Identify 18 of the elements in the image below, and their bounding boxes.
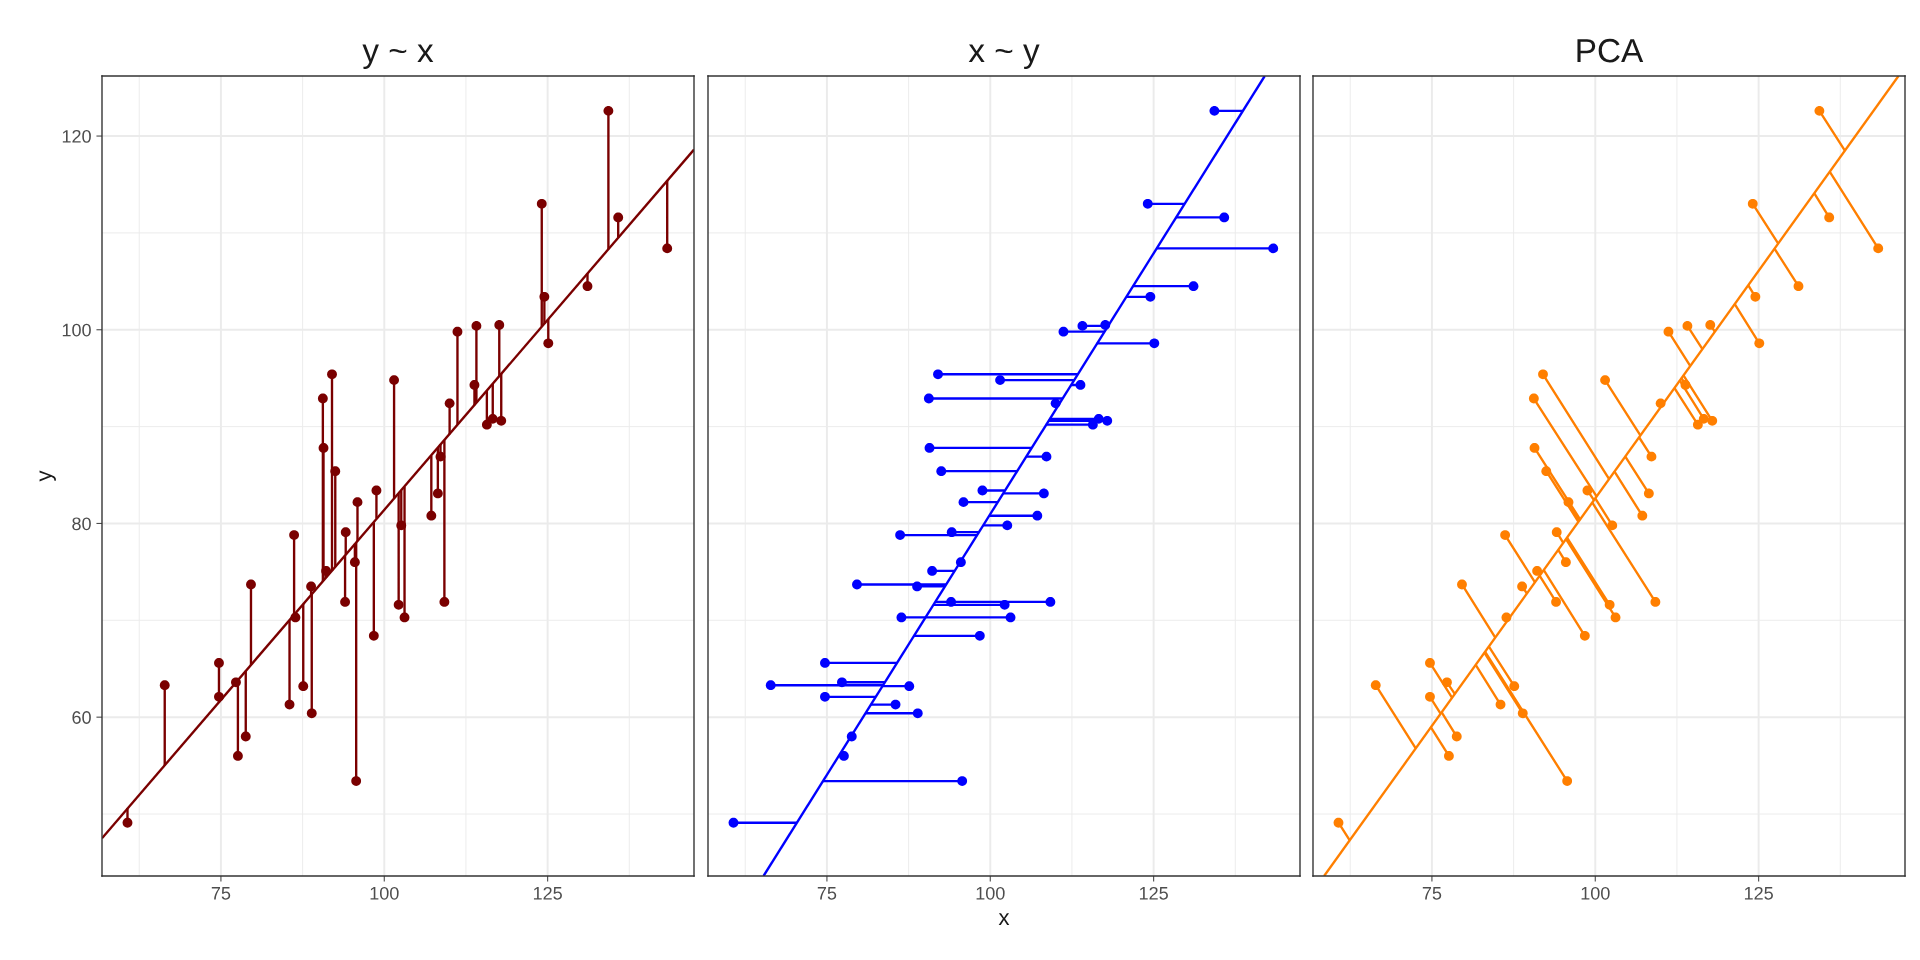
y-tick-label: 100 (62, 323, 91, 337)
x-tick-label: 100 (370, 886, 399, 900)
x-tick-label: 75 (1422, 887, 1442, 900)
x-tick-label: 125 (1744, 886, 1773, 900)
x-axis-title: x (998, 913, 1010, 925)
y-tick-label: 120 (62, 129, 91, 143)
y-tick-label: 80 (72, 517, 91, 531)
x-tick-label: 125 (533, 886, 562, 900)
x-tick-label: 75 (817, 887, 837, 900)
x-tick-label: 125 (1139, 886, 1168, 900)
chart-title: PCA (1577, 38, 1644, 63)
x-tick-label: 100 (976, 886, 1005, 900)
x-tick-label: 100 (1581, 886, 1610, 900)
chart-title: x ~ y (968, 44, 1040, 70)
chart-title: y ~ x (362, 44, 434, 70)
x-tick-label: 75 (211, 887, 231, 900)
y-axis-title: y (39, 470, 56, 482)
y-tick-label: 60 (72, 711, 91, 724)
